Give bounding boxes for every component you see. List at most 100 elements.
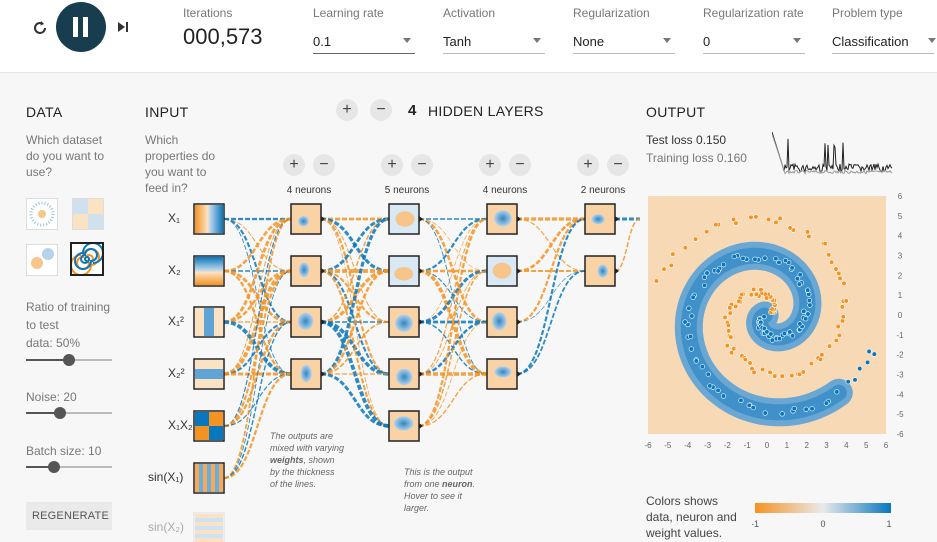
neuron[interactable] bbox=[388, 410, 423, 442]
weight-link[interactable] bbox=[223, 320, 292, 428]
weight-link[interactable] bbox=[320, 269, 390, 324]
neuron[interactable] bbox=[486, 306, 521, 338]
remove-layer-button[interactable]: − bbox=[370, 99, 392, 121]
input-feature-node[interactable] bbox=[193, 512, 225, 542]
weight-link[interactable] bbox=[320, 269, 390, 428]
weight-link[interactable] bbox=[516, 217, 586, 273]
weight-link[interactable] bbox=[418, 321, 488, 427]
weight-link[interactable] bbox=[320, 320, 390, 428]
weight-link[interactable] bbox=[320, 269, 390, 376]
remove-neuron-button-layer-1[interactable]: − bbox=[313, 154, 335, 176]
add-layer-button[interactable]: + bbox=[336, 99, 358, 121]
weight-link[interactable] bbox=[516, 218, 586, 272]
weight-link[interactable] bbox=[223, 218, 292, 375]
weight-link[interactable] bbox=[418, 270, 488, 323]
add-neuron-button-layer-3[interactable]: + bbox=[479, 154, 501, 176]
problem-type-select[interactable]: Classification bbox=[832, 31, 936, 54]
neuron[interactable] bbox=[388, 203, 423, 235]
neuron[interactable] bbox=[388, 255, 423, 287]
neuron[interactable] bbox=[290, 255, 325, 287]
input-feature-node[interactable] bbox=[193, 462, 225, 494]
weight-link[interactable] bbox=[516, 270, 586, 323]
weight-link[interactable] bbox=[223, 269, 292, 376]
weight-link[interactable] bbox=[223, 269, 292, 376]
learning-rate-select[interactable]: 0.1 bbox=[313, 31, 415, 54]
weight-link[interactable] bbox=[320, 372, 390, 428]
reset-button[interactable] bbox=[28, 16, 52, 40]
weight-link[interactable] bbox=[320, 217, 390, 376]
weight-link[interactable] bbox=[418, 218, 488, 272]
weight-link[interactable] bbox=[320, 218, 390, 427]
weight-link[interactable] bbox=[320, 321, 390, 375]
neuron[interactable] bbox=[486, 358, 521, 390]
add-neuron-button-layer-2[interactable]: + bbox=[381, 154, 403, 176]
noise-slider-knob[interactable] bbox=[54, 407, 66, 419]
weight-link[interactable] bbox=[320, 217, 390, 376]
remove-neuron-button-layer-4[interactable]: − bbox=[607, 154, 629, 176]
neuron[interactable] bbox=[584, 255, 619, 287]
neuron[interactable] bbox=[388, 306, 423, 338]
batch-size-slider[interactable] bbox=[26, 461, 112, 473]
weight-link[interactable] bbox=[223, 218, 292, 427]
weight-link[interactable] bbox=[516, 217, 586, 376]
regenerate-button[interactable]: REGENERATE bbox=[26, 502, 112, 530]
remove-neuron-button-layer-2[interactable]: − bbox=[411, 154, 433, 176]
weight-link[interactable] bbox=[418, 218, 488, 375]
weight-link[interactable] bbox=[320, 269, 390, 376]
weight-link[interactable] bbox=[418, 218, 488, 323]
dataset-gauss[interactable] bbox=[26, 244, 58, 276]
regularization-select[interactable]: None bbox=[573, 31, 675, 54]
weight-link[interactable] bbox=[223, 217, 292, 273]
weight-link[interactable] bbox=[320, 217, 390, 273]
weight-link[interactable] bbox=[223, 269, 292, 324]
neuron[interactable] bbox=[290, 306, 325, 338]
dataset-circle[interactable] bbox=[26, 198, 58, 230]
neuron[interactable] bbox=[290, 203, 325, 235]
neuron[interactable] bbox=[486, 203, 521, 235]
activation-select[interactable]: Tanh bbox=[443, 31, 545, 54]
weight-link[interactable] bbox=[418, 320, 488, 376]
noise-slider[interactable] bbox=[26, 407, 112, 419]
weight-link[interactable] bbox=[418, 217, 488, 428]
neuron[interactable] bbox=[584, 203, 619, 235]
ratio-slider[interactable] bbox=[26, 354, 112, 366]
neuron[interactable] bbox=[388, 358, 423, 390]
weight-link[interactable] bbox=[320, 218, 390, 323]
weight-link[interactable] bbox=[223, 218, 292, 272]
weight-link[interactable] bbox=[223, 269, 292, 324]
add-neuron-button-layer-1[interactable]: + bbox=[283, 154, 305, 176]
weight-link[interactable] bbox=[418, 269, 488, 376]
weight-link[interactable] bbox=[223, 269, 292, 428]
weight-link[interactable] bbox=[418, 373, 488, 427]
remove-neuron-button-layer-3[interactable]: − bbox=[509, 154, 531, 176]
step-button[interactable] bbox=[112, 16, 134, 38]
pause-button[interactable] bbox=[56, 2, 106, 52]
weight-link[interactable] bbox=[320, 218, 390, 323]
weight-link[interactable] bbox=[223, 320, 292, 376]
ratio-slider-knob[interactable] bbox=[63, 354, 75, 366]
neuron[interactable] bbox=[290, 358, 325, 390]
weight-link[interactable] bbox=[418, 269, 488, 324]
weight-link[interactable] bbox=[516, 270, 586, 375]
weight-link[interactable] bbox=[516, 217, 586, 324]
dataset-xor[interactable] bbox=[72, 198, 104, 230]
weight-link[interactable] bbox=[418, 270, 488, 427]
neuron[interactable] bbox=[486, 255, 521, 287]
weight-link[interactable] bbox=[223, 320, 292, 376]
weight-link[interactable] bbox=[614, 218, 641, 272]
weight-link[interactable] bbox=[223, 217, 292, 324]
regularization-rate-select[interactable]: 0 bbox=[703, 31, 805, 54]
add-neuron-button-layer-4[interactable]: + bbox=[577, 154, 599, 176]
weight-link[interactable] bbox=[320, 217, 390, 273]
dataset-spiral[interactable] bbox=[70, 242, 104, 276]
weight-link[interactable] bbox=[320, 269, 390, 324]
weight-link[interactable] bbox=[418, 321, 488, 375]
weight-link[interactable] bbox=[418, 218, 488, 375]
weight-link[interactable] bbox=[223, 373, 292, 427]
weight-link[interactable] bbox=[418, 217, 488, 273]
weight-link[interactable] bbox=[320, 320, 390, 376]
weight-link[interactable] bbox=[223, 217, 292, 324]
weight-link[interactable] bbox=[418, 270, 488, 375]
batch-size-slider-knob[interactable] bbox=[48, 461, 60, 473]
weight-link[interactable] bbox=[223, 218, 292, 375]
